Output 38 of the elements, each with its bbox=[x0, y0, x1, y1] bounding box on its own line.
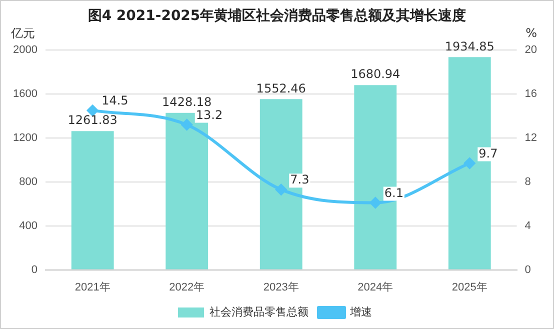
data-label: 7.3 bbox=[290, 172, 310, 187]
y2-tick-label: 4 bbox=[524, 220, 531, 232]
data-label: 1552.46 bbox=[256, 81, 306, 96]
y-tick-label: 1200 bbox=[12, 132, 38, 144]
x-tick-label: 2024年 bbox=[358, 281, 394, 294]
y2-tick-label: 16 bbox=[524, 88, 538, 100]
x-tick-label: 2022年 bbox=[169, 281, 205, 294]
data-label: 14.5 bbox=[102, 94, 128, 108]
y-tick-label: 800 bbox=[19, 176, 38, 188]
point bbox=[181, 119, 192, 130]
legend-label: 增速 bbox=[349, 306, 372, 319]
data-label: 1680.94 bbox=[350, 67, 400, 82]
data-label: 1261.83 bbox=[68, 113, 118, 128]
y-tick-label: 2000 bbox=[12, 44, 38, 56]
point bbox=[464, 158, 476, 169]
bar bbox=[71, 131, 114, 270]
y2-tick-label: 0 bbox=[524, 264, 531, 276]
point bbox=[87, 104, 98, 116]
x-tick-label: 2023年 bbox=[263, 281, 299, 294]
x-tick-label: 2025年 bbox=[452, 281, 488, 294]
data-label: 1934.85 bbox=[444, 39, 494, 54]
data-label: 1428.18 bbox=[162, 94, 212, 109]
legend-label: 社会消费品零售总额 bbox=[210, 306, 308, 319]
chart-title: 图4 2021-2025年黄埔区社会消费品零售总额及其增长速度 bbox=[86, 7, 468, 25]
y2-tick-label: 12 bbox=[524, 132, 538, 144]
point bbox=[370, 197, 381, 208]
y2-tick-label: 8 bbox=[524, 176, 531, 188]
data-label: 6.1 bbox=[384, 186, 404, 200]
y-tick-label: 0 bbox=[31, 264, 38, 276]
y-axis-title: 亿元 bbox=[10, 26, 35, 40]
y2-axis-title: % bbox=[526, 26, 537, 40]
y2-tick-label: 20 bbox=[524, 44, 538, 56]
y-tick-label: 400 bbox=[19, 220, 38, 232]
point bbox=[276, 184, 287, 196]
y-tick-label: 1600 bbox=[12, 88, 38, 100]
data-label: 13.2 bbox=[196, 108, 223, 122]
x-tick-label: 2021年 bbox=[74, 281, 110, 294]
data-label: 9.7 bbox=[478, 146, 498, 160]
